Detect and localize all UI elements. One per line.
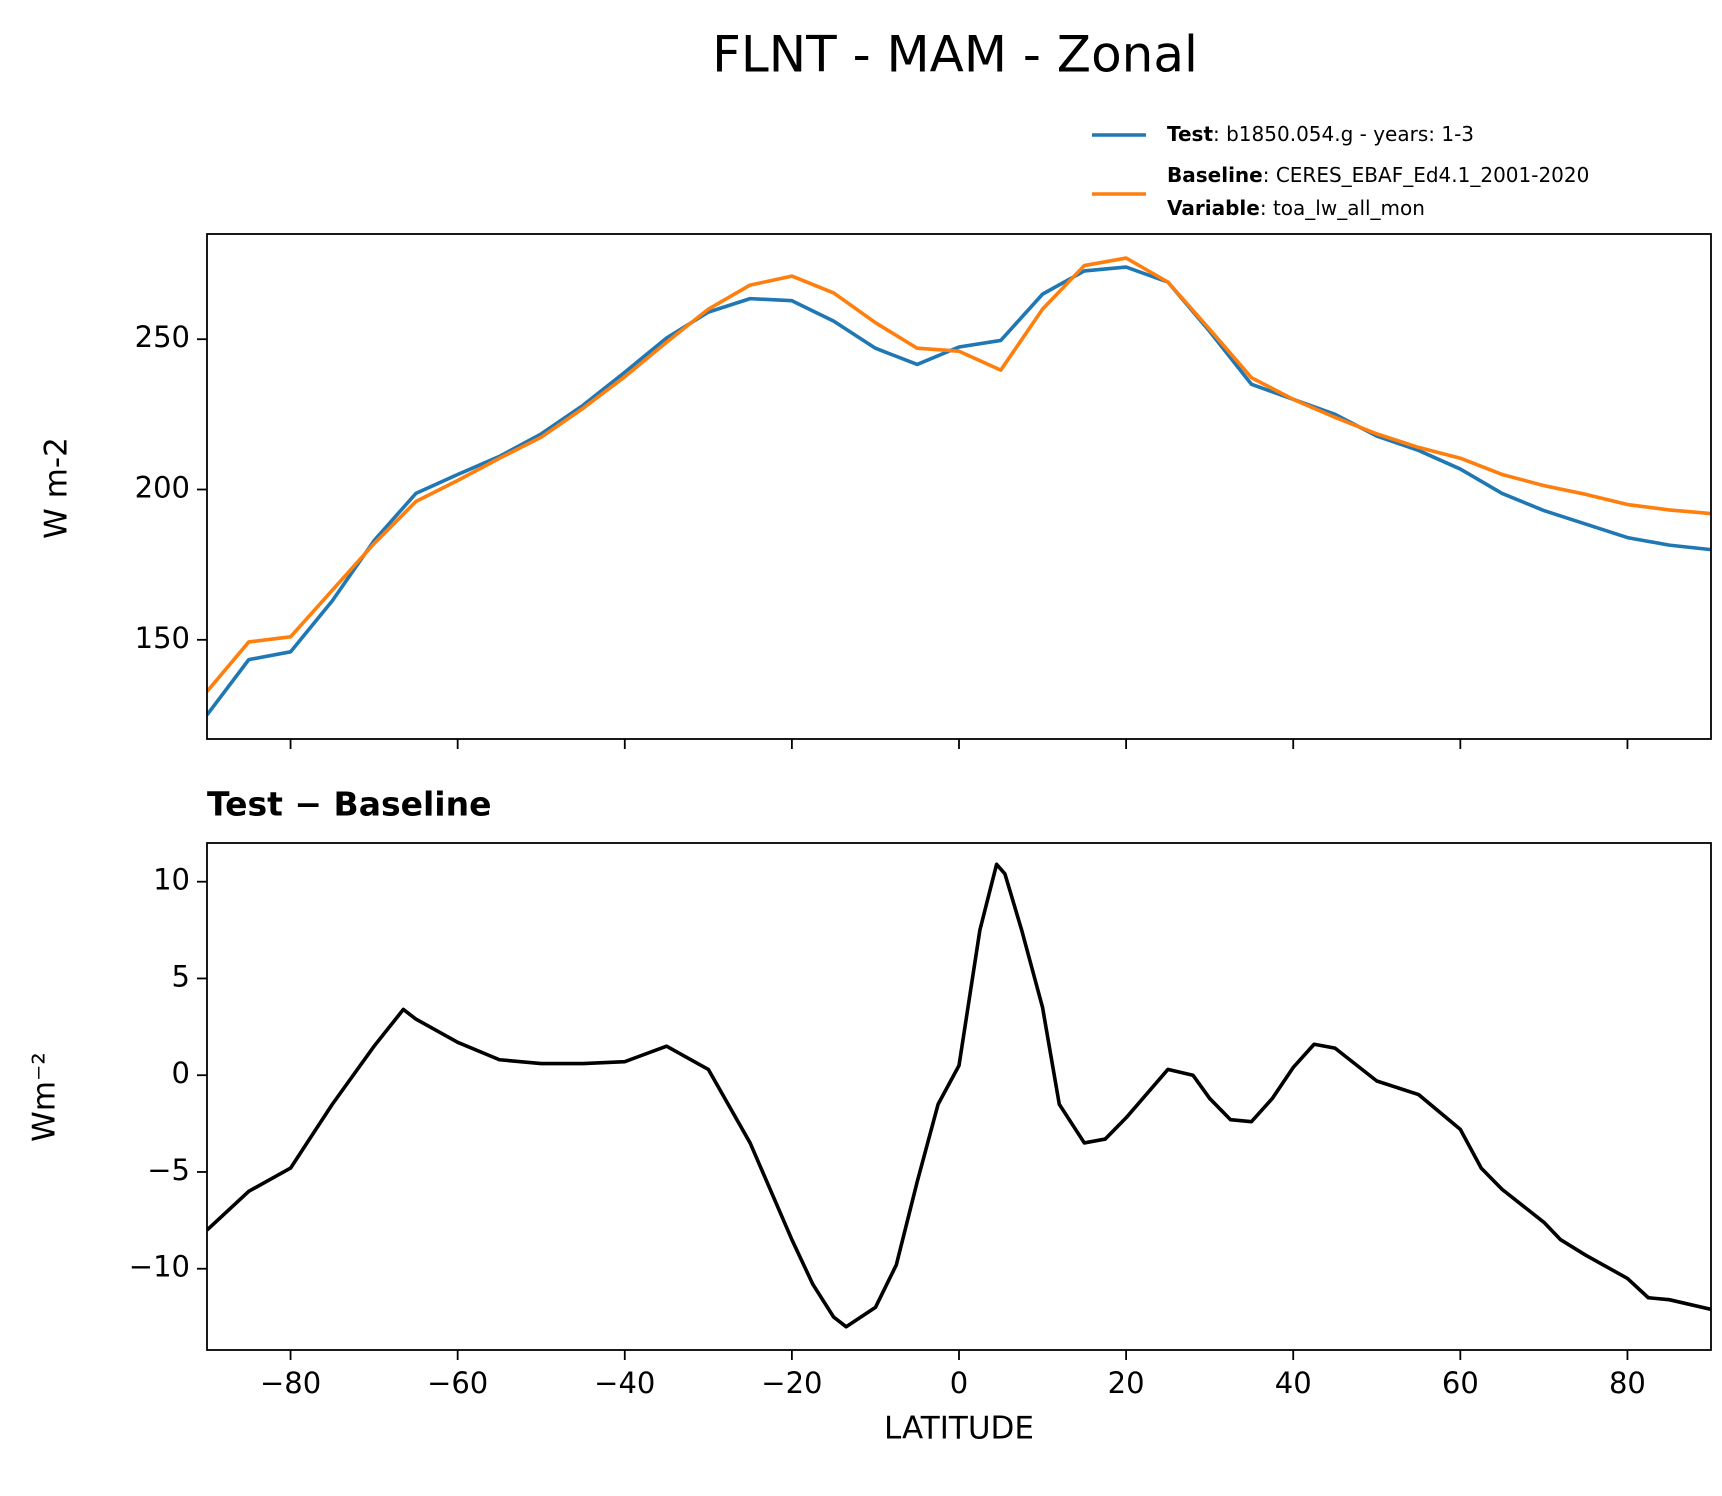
y-tick-label: 250 [135,320,190,354]
data-line [207,862,1711,1329]
figure-title: FLNT - MAM - Zonal [712,26,1198,84]
legend-detail: : toa_lw_all_mon [1260,196,1425,220]
x-tick-label: −20 [761,1366,822,1400]
axes-frame [206,233,1712,740]
legend-label: Test: b1850.054.g - years: 1-3 [1167,122,1474,146]
y-tick-label: 150 [135,621,190,655]
legend-label: Baseline: CERES_EBAF_Ed4.1_2001-2020 [1167,163,1589,187]
x-tick-label: 0 [950,1366,968,1400]
y-tick-label: 5 [172,959,190,993]
data-line [207,265,1711,717]
x-tick-label: −40 [594,1366,655,1400]
x-axis-label: LATITUDE [884,1411,1034,1447]
y-axis-label: W m-2 [39,437,75,539]
legend-key: Baseline [1167,163,1263,187]
panel-title: Test − Baseline [207,785,492,824]
y-tick-label: −10 [129,1250,190,1284]
data-line [207,256,1711,693]
x-tick-label: 40 [1275,1366,1312,1400]
legend-key: Variable [1167,196,1260,220]
x-tick-label: 20 [1108,1366,1145,1400]
y-tick-label: 10 [153,863,190,897]
y-tick-label: −5 [147,1153,190,1187]
x-tick-label: −80 [260,1366,321,1400]
y-tick-label: 0 [172,1056,190,1090]
y-axis-label: Wm⁻² [27,1052,63,1142]
x-tick-label: 60 [1442,1366,1479,1400]
legend-detail: : b1850.054.g - years: 1-3 [1213,122,1474,146]
legend-detail: : CERES_EBAF_Ed4.1_2001-2020 [1263,163,1590,187]
x-tick-label: −60 [427,1366,488,1400]
axes-frame [206,842,1712,1351]
legend-key: Test [1167,122,1213,146]
y-tick-label: 200 [135,471,190,505]
legend-label: Variable: toa_lw_all_mon [1167,196,1425,220]
x-tick-label: 80 [1609,1366,1646,1400]
